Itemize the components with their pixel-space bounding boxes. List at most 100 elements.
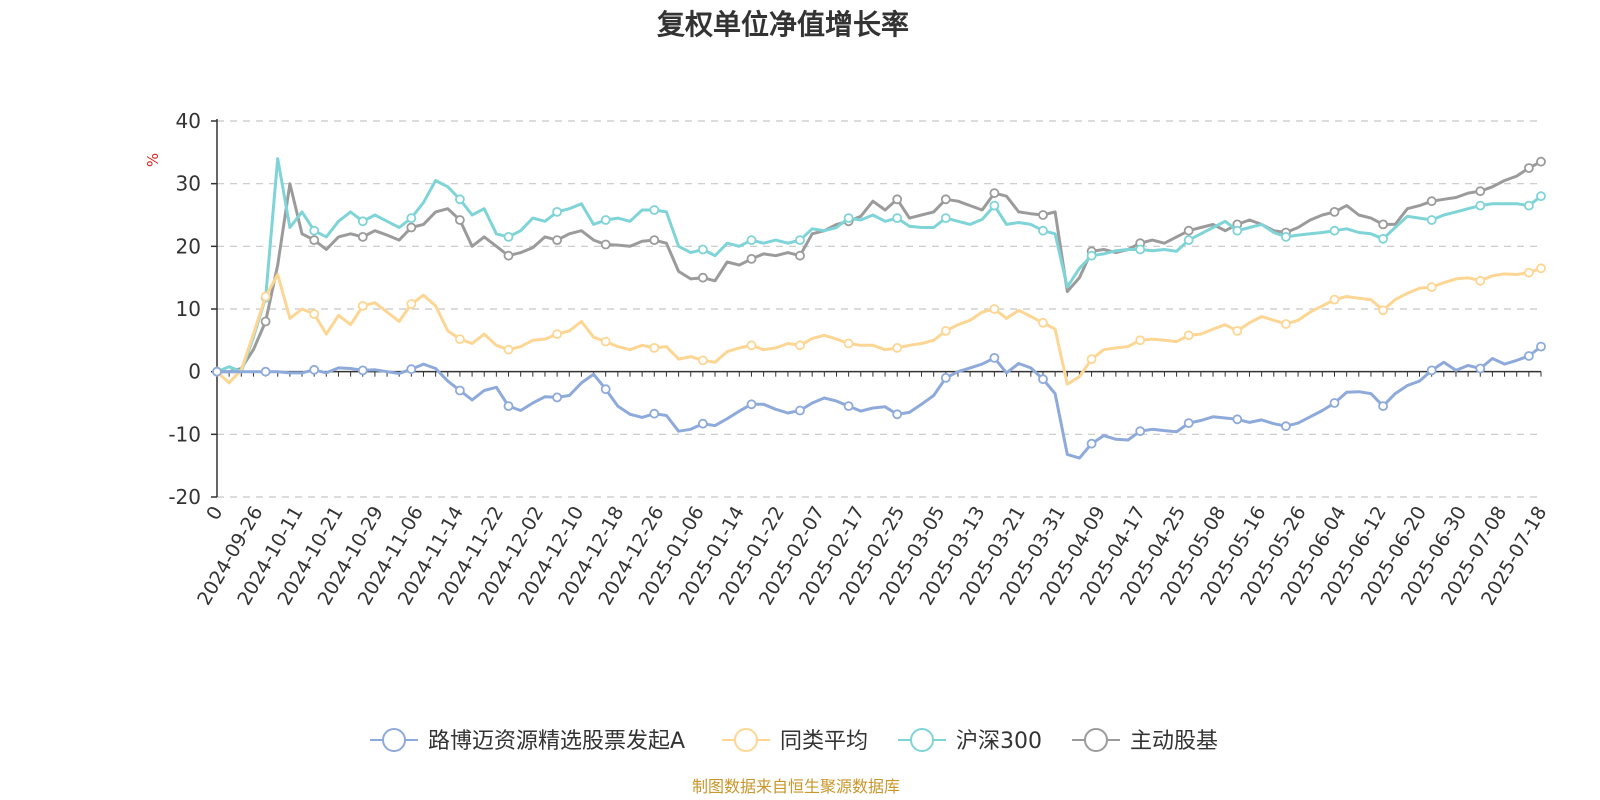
data-point <box>357 231 368 242</box>
data-point <box>503 231 514 242</box>
legend-label: 同类平均 <box>780 729 868 754</box>
data-point <box>746 399 757 410</box>
data-point <box>1524 267 1534 278</box>
data-point <box>1426 282 1437 293</box>
data-point <box>795 250 805 261</box>
data-point <box>1183 235 1194 246</box>
y-axis: -20 -10 0 10 20 30 40 <box>168 109 218 509</box>
data-point <box>1281 319 1291 329</box>
data-point <box>698 355 708 366</box>
data-point <box>552 329 562 340</box>
series-line-peer <box>215 266 1542 386</box>
series-active <box>212 156 1546 377</box>
data-point <box>1086 438 1097 449</box>
data-point <box>1524 351 1534 361</box>
data-point <box>1232 225 1243 236</box>
gridlines <box>217 120 1541 498</box>
data-point <box>1426 365 1437 376</box>
y-axis-unit-label: % <box>144 153 162 167</box>
legend-label: 沪深300 <box>956 729 1042 754</box>
legend-marker <box>910 728 934 752</box>
data-point <box>503 250 514 261</box>
data-point <box>1038 317 1048 328</box>
data-point <box>1135 426 1146 437</box>
data-point <box>1426 196 1437 207</box>
data-point <box>1329 398 1340 408</box>
series-line-fund <box>217 345 1542 460</box>
y-tick-label: -10 <box>168 422 201 446</box>
data-point <box>1038 374 1048 385</box>
data-point <box>989 200 1000 211</box>
series-hs300 <box>212 157 1546 377</box>
data-point <box>260 291 271 302</box>
data-point <box>357 300 368 311</box>
legend-marker <box>382 728 406 752</box>
data-point <box>1183 225 1194 236</box>
data-point <box>600 336 611 347</box>
legend-label: 主动股基 <box>1130 729 1218 754</box>
data-point <box>1536 341 1546 352</box>
data-point <box>454 215 465 225</box>
data-point <box>552 392 562 403</box>
data-point <box>309 309 320 319</box>
y-tick-label: 10 <box>176 297 201 321</box>
data-point <box>940 213 951 224</box>
data-point <box>309 235 320 246</box>
data-point <box>795 405 805 416</box>
data-point <box>746 340 757 351</box>
data-point <box>746 253 757 264</box>
data-point <box>1426 215 1437 225</box>
data-point <box>843 401 854 412</box>
data-point <box>1329 206 1340 217</box>
data-point <box>1475 200 1486 211</box>
data-point <box>212 366 222 377</box>
data-point <box>892 194 903 205</box>
y-tick-label: -20 <box>168 485 201 509</box>
data-point <box>503 401 514 412</box>
data-point <box>357 365 368 376</box>
data-point <box>843 213 854 224</box>
series-lines <box>212 156 1546 460</box>
data-point <box>260 366 271 377</box>
data-point <box>698 272 708 283</box>
legend-item-fund[interactable]: 路博迈资源精选股票发起A <box>370 728 685 754</box>
data-point <box>406 213 417 224</box>
legend-label: 路博迈资源精选股票发起A <box>428 729 685 754</box>
data-point <box>1378 219 1388 230</box>
data-point <box>1524 200 1534 211</box>
legend-item-active[interactable]: 主动股基 <box>1072 728 1218 754</box>
data-point <box>698 418 708 429</box>
data-point <box>649 205 660 215</box>
data-point <box>1475 275 1486 286</box>
data-point <box>892 213 903 224</box>
data-point <box>1524 163 1534 173</box>
data-point <box>940 372 951 383</box>
data-point <box>1378 233 1388 244</box>
data-point <box>989 304 1000 314</box>
y-tick-label: 0 <box>188 360 201 384</box>
data-point <box>552 235 562 246</box>
data-point <box>454 194 465 205</box>
data-point <box>1135 335 1146 346</box>
data-point <box>843 338 854 349</box>
legend[interactable]: 路博迈资源精选股票发起A 同类平均 沪深300 主动股基 <box>370 728 1218 754</box>
y-tick-label: 30 <box>176 172 201 196</box>
data-point <box>892 342 903 353</box>
legend-item-hs300[interactable]: 沪深300 <box>898 728 1042 754</box>
data-point <box>649 235 660 246</box>
data-point <box>1038 225 1048 236</box>
chart-title: 复权单位净值增长率 <box>657 8 909 41</box>
data-point <box>892 409 903 420</box>
series-line-active <box>217 160 1542 374</box>
data-point <box>1086 250 1097 261</box>
data-point <box>600 239 611 250</box>
data-point <box>940 325 951 336</box>
legend-item-peer[interactable]: 同类平均 <box>722 728 868 754</box>
data-point <box>989 188 1000 199</box>
data-point <box>1038 210 1048 220</box>
data-point <box>454 385 465 396</box>
data-point <box>309 225 320 236</box>
legend-marker <box>1084 728 1108 752</box>
data-point <box>1232 325 1243 336</box>
